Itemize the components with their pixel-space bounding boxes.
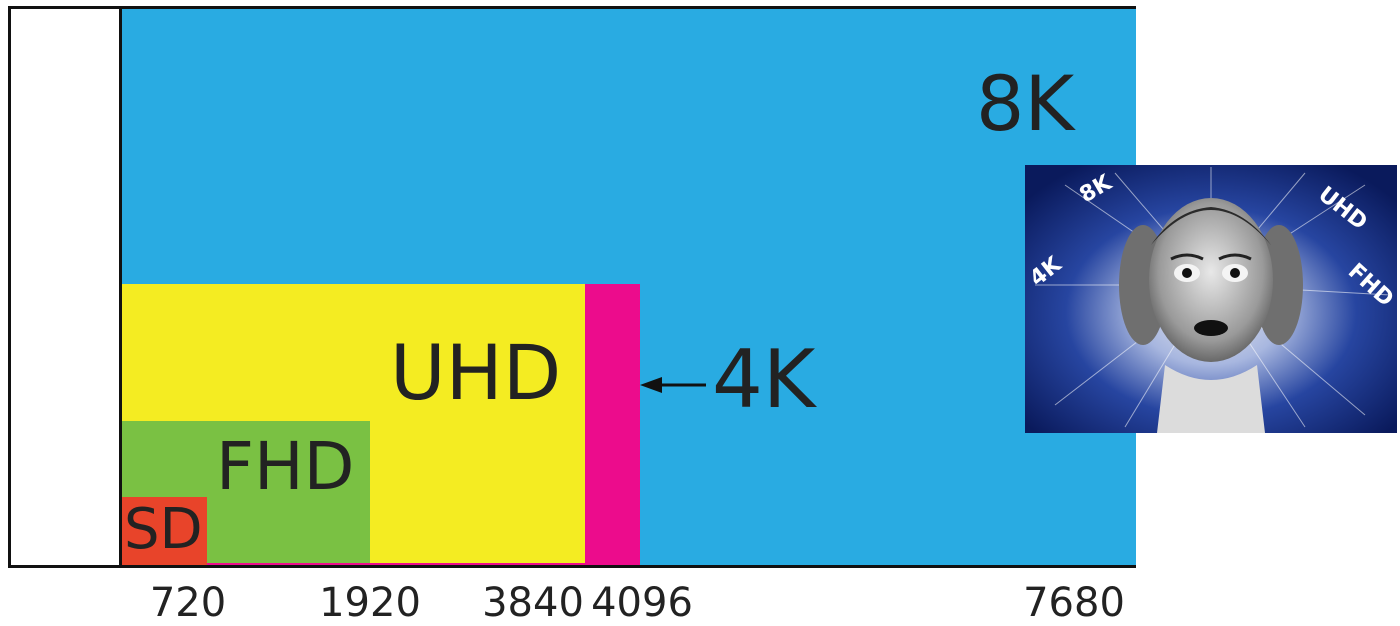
rect-4k xyxy=(585,284,640,565)
x-label-7680: 7680 xyxy=(1023,580,1125,626)
bottom-edge xyxy=(207,563,585,565)
arrow-left-icon xyxy=(640,377,706,393)
x-label-4096: 4096 xyxy=(591,580,693,626)
label-fhd: FHD xyxy=(216,428,355,505)
label-4k: 4K xyxy=(712,333,816,426)
stressed-face-photo: 8K UHD 4K FHD xyxy=(1025,165,1397,433)
x-label-720: 720 xyxy=(149,580,227,626)
label-sd: SD xyxy=(124,497,203,562)
label-uhd: UHD xyxy=(390,328,562,417)
x-label-1920: 1920 xyxy=(319,580,421,626)
rect-sd xyxy=(122,497,207,565)
x-label-3840: 3840 xyxy=(482,580,584,626)
label-8k: 8K xyxy=(976,59,1075,148)
